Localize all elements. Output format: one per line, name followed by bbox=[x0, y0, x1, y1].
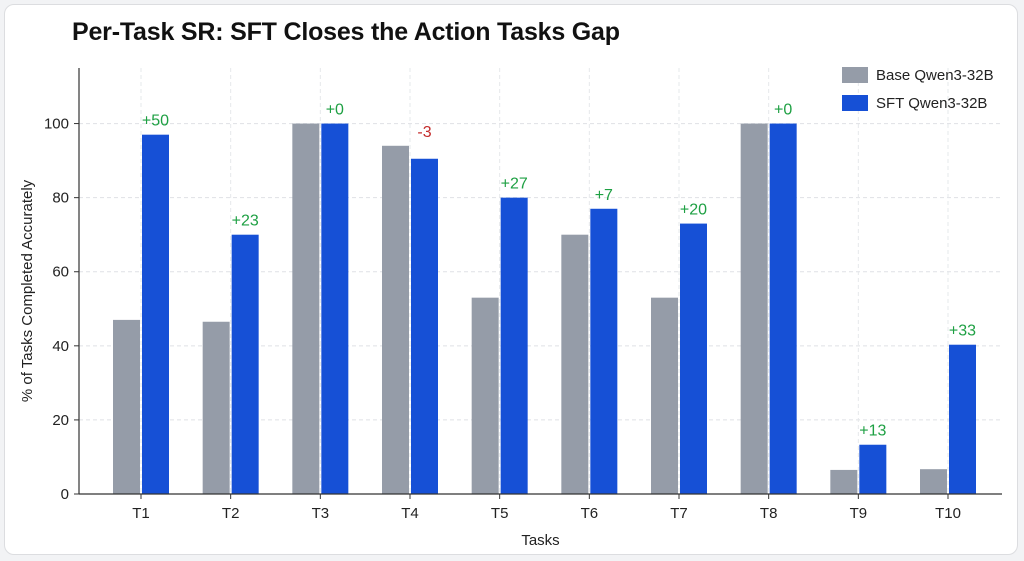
bars bbox=[113, 123, 976, 495]
x-tick-label: T3 bbox=[312, 505, 330, 522]
x-tick-label: T4 bbox=[401, 505, 419, 522]
delta-label: -3 bbox=[417, 124, 431, 141]
bar-sft bbox=[769, 123, 797, 494]
delta-label: +13 bbox=[859, 423, 886, 440]
chart-title: Per-Task SR: SFT Closes the Action Tasks… bbox=[72, 18, 620, 46]
delta-label: +23 bbox=[232, 213, 259, 230]
y-tick-label: 80 bbox=[52, 190, 69, 207]
y-axis-title: % of Tasks Completed Accurately bbox=[19, 179, 36, 402]
x-tick-label: T10 bbox=[935, 505, 961, 522]
bar-base bbox=[382, 145, 409, 494]
delta-label: +20 bbox=[680, 202, 707, 219]
delta-label: +33 bbox=[949, 323, 976, 340]
x-tick-label: T2 bbox=[222, 505, 240, 522]
y-tick-label: 40 bbox=[52, 338, 69, 355]
axes bbox=[74, 68, 1002, 499]
bar-sft bbox=[859, 444, 887, 494]
bar-base bbox=[830, 469, 858, 494]
bar-sft bbox=[590, 208, 618, 495]
bar-sft bbox=[321, 123, 349, 494]
legend-label: Base Qwen3-32B bbox=[876, 67, 994, 84]
x-tick-label: T5 bbox=[491, 505, 509, 522]
x-tick-label: T6 bbox=[581, 505, 599, 522]
bar-base bbox=[561, 234, 589, 494]
bar-sft bbox=[949, 344, 976, 494]
bar-sft bbox=[142, 134, 169, 494]
y-tick-label: 0 bbox=[61, 486, 69, 503]
delta-label: +50 bbox=[142, 113, 169, 130]
legend-swatch bbox=[842, 67, 868, 83]
bar-base bbox=[202, 321, 230, 494]
x-tick-label: T7 bbox=[670, 505, 688, 522]
y-tick-label: 60 bbox=[52, 264, 69, 281]
bar-sft bbox=[680, 223, 707, 494]
bar-sft bbox=[231, 234, 259, 494]
bar-base bbox=[113, 319, 140, 494]
bar-sft bbox=[500, 197, 528, 495]
legend: Base Qwen3-32B SFT Qwen3-32B bbox=[842, 67, 994, 112]
x-axis-title: Tasks bbox=[521, 532, 559, 549]
legend-swatch bbox=[842, 95, 868, 111]
bar-base bbox=[651, 297, 678, 494]
bar-sft bbox=[411, 158, 438, 494]
delta-label: +7 bbox=[595, 187, 613, 204]
x-tick-label: T9 bbox=[850, 505, 868, 522]
delta-label: +27 bbox=[501, 176, 528, 193]
delta-label: +0 bbox=[326, 102, 344, 119]
y-tick-label: 20 bbox=[52, 412, 69, 429]
legend-label: SFT Qwen3-32B bbox=[876, 95, 987, 112]
bar-base bbox=[740, 123, 768, 494]
bar-base bbox=[471, 297, 499, 494]
x-tick-label: T1 bbox=[132, 505, 150, 522]
y-tick-label: 100 bbox=[44, 116, 69, 133]
labels: 0 20 40 60 80 100 T1 +50 T2 +23 T3 +0 T4 -3 T5 +27 T6 +7 T… bbox=[44, 102, 976, 522]
delta-label: +0 bbox=[774, 102, 792, 119]
x-tick-label: T8 bbox=[760, 505, 778, 522]
grid-lines bbox=[79, 68, 1002, 494]
bar-base bbox=[920, 469, 947, 494]
bar-base bbox=[292, 123, 320, 494]
